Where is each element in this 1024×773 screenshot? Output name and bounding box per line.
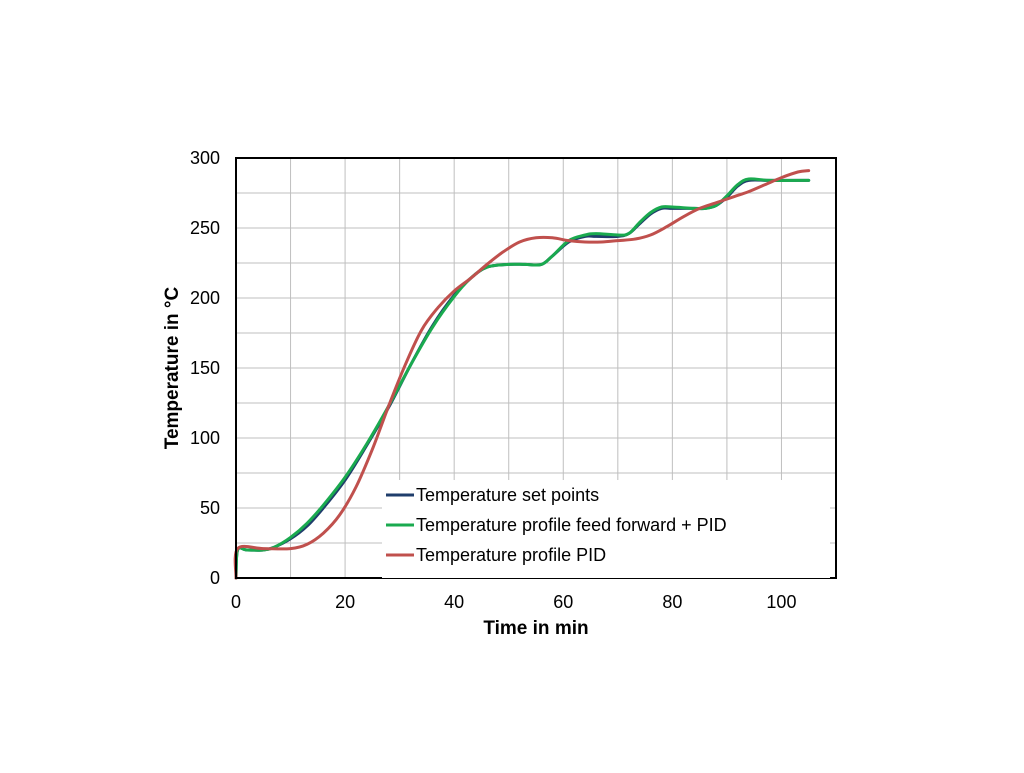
x-tick-label: 0 <box>231 592 241 612</box>
series-lines <box>233 169 811 580</box>
x-axis-title: Time in min <box>483 618 588 639</box>
y-tick-label: 200 <box>190 288 220 308</box>
y-tick-label: 250 <box>190 218 220 238</box>
legend-item-set-points: Temperature set points <box>416 485 599 505</box>
x-tick-label: 60 <box>553 592 573 612</box>
series-line-feed-forward-pid <box>234 177 811 580</box>
x-tick-label: 80 <box>662 592 682 612</box>
x-tick-label: 40 <box>444 592 464 612</box>
y-tick-label: 50 <box>200 498 220 518</box>
x-tick-label: 20 <box>335 592 355 612</box>
y-tick-label: 300 <box>190 148 220 168</box>
legend: Temperature set points Temperature profil… <box>382 480 830 578</box>
tick-labels: 0 20 40 60 80 100 0 50 100 150 200 250 300 <box>190 148 797 612</box>
x-tick-label: 100 <box>766 592 796 612</box>
y-tick-label: 150 <box>190 358 220 378</box>
series-line-pid <box>233 169 811 580</box>
y-tick-label: 0 <box>210 568 220 588</box>
legend-background <box>382 480 830 578</box>
legend-item-pid: Temperature profile PID <box>416 545 606 565</box>
legend-item-feed-forward-pid: Temperature profile feed forward + PID <box>416 515 727 535</box>
y-tick-label: 100 <box>190 428 220 448</box>
y-axis-title: Temperature in °C <box>162 287 183 450</box>
grid <box>236 158 836 578</box>
